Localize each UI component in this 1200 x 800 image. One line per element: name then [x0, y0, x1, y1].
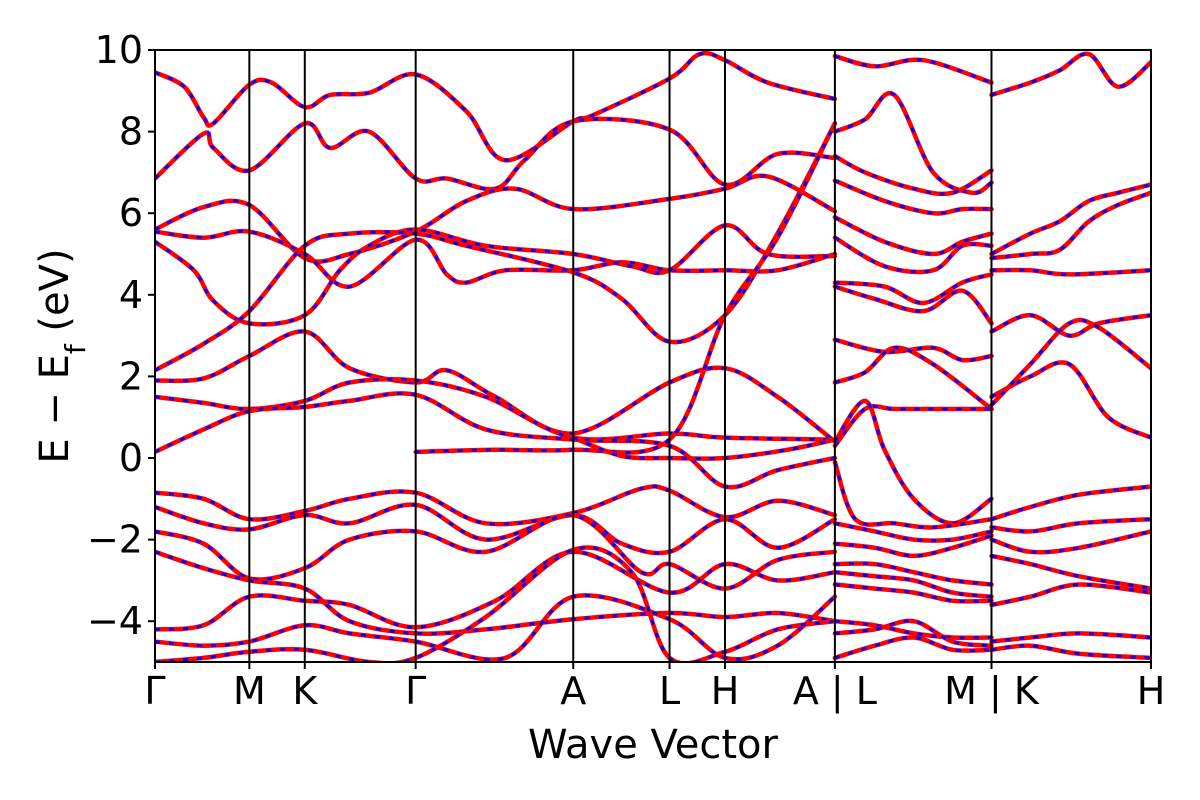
- band-line-dashed-49: [991, 554, 1151, 591]
- band-line-dashed-41: [991, 191, 1151, 260]
- band-line-dashed-15: [155, 550, 836, 631]
- band-line-1: [155, 116, 838, 192]
- band-line-dashed-17: [155, 546, 836, 662]
- band-line-dashed-9: [415, 122, 837, 455]
- x-tick-label-3: Γ: [405, 669, 426, 713]
- band-line-5: [155, 121, 838, 373]
- band-line-41: [989, 190, 1151, 261]
- band-line-18: [832, 53, 994, 85]
- plot-frame: [154, 49, 1152, 663]
- x-tick-label-2: K: [292, 669, 318, 713]
- band-line-dashed-0: [155, 51, 836, 162]
- y-tick-label-4: 4: [119, 273, 143, 317]
- x-tick-label-1: M: [233, 669, 266, 713]
- band-line-dashed-38: [834, 635, 992, 660]
- y-axis: −4 −2 0 2 4 6 8 10: [87, 28, 155, 643]
- band-line-dashed-44: [990, 360, 1151, 439]
- band-line-44: [989, 360, 1151, 440]
- band-line-dashed-30: [833, 461, 992, 529]
- band-line-28: [832, 404, 994, 449]
- x-tick-label-8: M | K: [944, 669, 1040, 714]
- band-line-dashed-4: [155, 223, 835, 326]
- band-line-22: [832, 215, 994, 257]
- band-line-dashed-29: [833, 399, 993, 525]
- band-line-27: [832, 345, 994, 412]
- band-line-52: [989, 643, 1151, 661]
- band-line-23: [832, 235, 994, 275]
- band-line-dashed-39: [991, 52, 1151, 97]
- band-line-dashed-42: [991, 268, 1151, 276]
- band-line-34: [832, 569, 994, 599]
- band-line-51: [989, 631, 1151, 644]
- y-tick-label-3: 2: [119, 354, 143, 398]
- band-line-dashed-27: [834, 346, 993, 411]
- band-line-33: [832, 561, 994, 587]
- band-line-40: [989, 182, 1151, 257]
- y-tick-label-6: 8: [119, 110, 143, 154]
- band-line-19: [832, 90, 994, 196]
- band-line-dashed-6: [155, 329, 836, 443]
- band-line-dashed-40: [990, 183, 1151, 256]
- band-line-32: [832, 533, 994, 559]
- y-axis-title: E − Ef (eV): [32, 248, 92, 463]
- band-line-dashed-46: [991, 485, 1151, 521]
- band-line-48: [989, 529, 1151, 555]
- x-tick-label-0: Γ: [144, 669, 165, 713]
- band-line-dashed-20: [834, 154, 993, 196]
- x-tick-label-7: A | L: [793, 669, 877, 714]
- band-line-dashed-51: [991, 631, 1151, 644]
- band-line-6: [155, 329, 838, 444]
- band-line-dashed-21: [834, 179, 992, 215]
- band-line-37: [832, 618, 994, 648]
- high-symmetry-lines: [248, 50, 993, 662]
- band-line-dashed-50: [991, 582, 1151, 607]
- x-tick-label-5: L: [659, 669, 680, 713]
- band-line-3: [155, 228, 838, 289]
- band-line-31: [832, 521, 994, 543]
- band-line-7: [155, 376, 838, 442]
- band-line-dashed-12: [155, 503, 836, 555]
- band-line-42: [989, 267, 1151, 277]
- band-line-45: [989, 317, 1151, 408]
- band-line-25: [832, 284, 994, 326]
- band-line-38: [832, 635, 994, 661]
- band-line-50: [989, 582, 1151, 608]
- x-tick-label-6: H: [711, 669, 740, 713]
- y-tick-label-1: −2: [87, 518, 143, 562]
- y-tick-label-7: 10: [95, 28, 143, 72]
- band-line-dashed-52: [991, 644, 1151, 660]
- x-axis-title: Wave Vector: [528, 722, 779, 768]
- band-line-29: [832, 398, 994, 526]
- x-tick-label-9: H: [1137, 669, 1166, 713]
- band-line-dashed-48: [991, 529, 1151, 554]
- y-tick-label-2: 0: [119, 436, 143, 480]
- band-line-9: [413, 121, 838, 455]
- band-line-dashed-3: [155, 229, 836, 289]
- band-line-dashed-18: [834, 54, 992, 85]
- y-tick-label-5: 6: [119, 191, 143, 235]
- band-line-dashed-47: [991, 517, 1151, 533]
- band-line-dashed-43: [990, 313, 1151, 338]
- band-line-dashed-23: [834, 236, 992, 274]
- band-line-0: [155, 50, 838, 163]
- band-line-12: [155, 502, 838, 556]
- y-tick-label-0: −4: [87, 599, 143, 643]
- band-line-dashed-45: [990, 318, 1151, 407]
- band-line-dashed-26: [834, 338, 992, 362]
- band-line-47: [989, 516, 1151, 534]
- band-line-dashed-19: [834, 91, 993, 195]
- x-tick-label-4: A: [560, 669, 586, 713]
- band-line-36: [832, 618, 994, 641]
- band-line-35: [832, 582, 994, 604]
- band-line-dashed-22: [834, 215, 992, 256]
- band-line-43: [989, 312, 1151, 338]
- band-line-dashed-10: [572, 436, 836, 461]
- band-line-24: [832, 272, 994, 306]
- band-line-46: [989, 484, 1151, 522]
